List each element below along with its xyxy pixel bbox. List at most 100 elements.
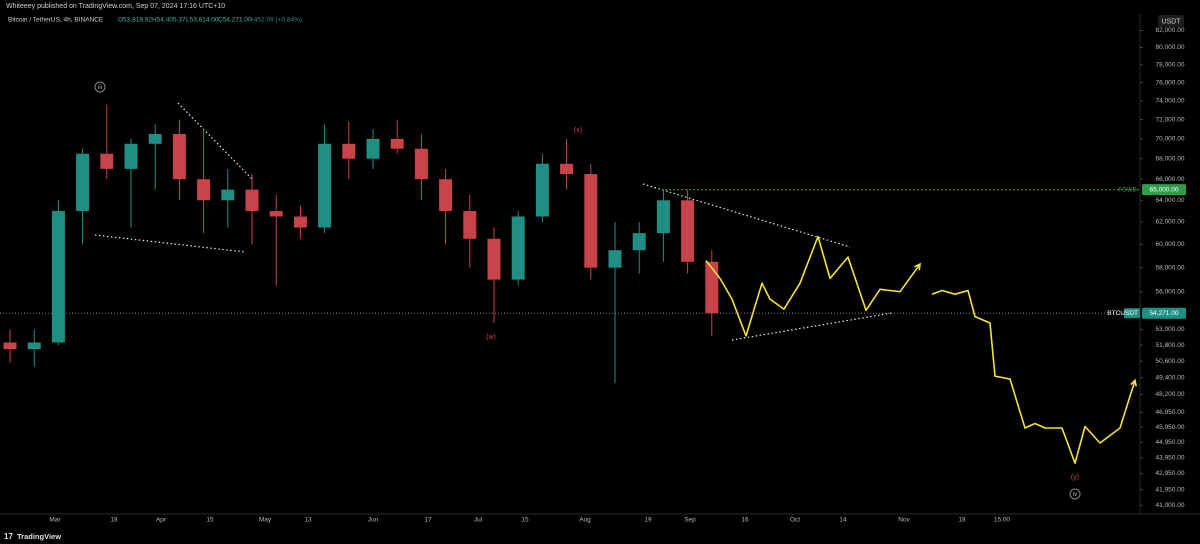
candle-body: [414, 148, 428, 180]
wave-label: (x): [574, 127, 582, 134]
trend-line: [642, 183, 851, 248]
candle-body: [124, 143, 138, 169]
x-tick-label: Nov: [898, 517, 910, 524]
ohlc-value: O53,818.92: [118, 17, 152, 24]
x-tick-label: Aug: [579, 517, 591, 524]
ohlc-value: H54,405.37: [152, 17, 186, 24]
y-tick-label: 64,000.00: [1156, 197, 1185, 204]
tag-bg: [1124, 308, 1140, 319]
candle-body: [3, 342, 17, 350]
y-tick-label: 60,000.00: [1156, 241, 1185, 248]
x-tick-label: 19: [644, 517, 652, 524]
y-tick-label: 51,800.00: [1156, 342, 1185, 349]
candle-body: [560, 163, 574, 175]
y-tick-label: 66,000.00: [1156, 176, 1185, 183]
price-tag-label: 65,000.00: [1150, 186, 1179, 193]
y-tick-label: 78,000.00: [1156, 61, 1185, 68]
y-tick-label: 80,000.00: [1156, 44, 1185, 51]
y-tick-label: 82,000.00: [1156, 27, 1185, 34]
candle-body: [439, 179, 453, 212]
x-tick-label: 18: [958, 517, 966, 524]
wave-label: iv: [1073, 492, 1077, 498]
candle-body: [342, 143, 356, 159]
x-tick-label: Mar: [49, 517, 61, 524]
y-tick-label: 56,000.00: [1156, 288, 1185, 295]
x-tick-label: Apr: [156, 517, 167, 524]
wave-circle: [94, 81, 106, 93]
y-tick-label: 76,000.00: [1156, 79, 1185, 86]
trend-lines: [94, 102, 893, 341]
ohlc-value: +452.09 (+0.84%): [250, 17, 302, 24]
price-tag: [1142, 184, 1186, 196]
y-tick-label: 50,600.00: [1156, 358, 1185, 365]
y-tick-label: 46,950.00: [1156, 409, 1185, 416]
x-tick-label: 14: [839, 517, 847, 524]
candle-body: [318, 143, 332, 228]
y-tick-label: 58,000.00: [1156, 264, 1185, 271]
x-tick-label: Jul: [474, 517, 483, 524]
y-tick-label: 41,000.00: [1156, 502, 1185, 509]
candle-body: [535, 163, 549, 217]
projection-arrow: [914, 262, 921, 271]
ohlc-value: L53,814.00: [186, 17, 219, 24]
candle-body: [27, 342, 41, 350]
candle-body: [366, 138, 380, 159]
candle-body: [148, 134, 162, 144]
trend-line: [731, 312, 893, 341]
candle-body: [608, 250, 622, 268]
trend-line: [94, 234, 246, 253]
candle-body: [632, 233, 646, 251]
y-tick-label: 41,950.00: [1156, 486, 1185, 493]
wave-label: (y): [1071, 474, 1079, 481]
wave-circle: [1069, 488, 1081, 500]
currency: USDT: [1161, 18, 1181, 25]
y-tick-label: 49,400.00: [1156, 374, 1185, 381]
y-tick-label: 44,950.00: [1156, 439, 1185, 446]
ohlc-value: C54,271.00: [218, 17, 252, 24]
ohlc-readout: O53,818.92 H54,405.37 L53,814.00 C54,271.00…: [118, 17, 302, 24]
candle-body: [76, 153, 90, 212]
price-tag-label: 54,271.00: [1150, 310, 1179, 317]
wave-label: iii: [98, 85, 102, 91]
y-tick-label: 74,000.00: [1156, 98, 1185, 105]
x-tick-label: 17: [424, 517, 432, 524]
candle-body: [463, 211, 477, 239]
y-tick-label: 72,000.00: [1156, 116, 1185, 123]
x-tick-label: Sep: [684, 517, 696, 524]
y-tick-label: 42,950.00: [1156, 470, 1185, 477]
logo-mark: 17: [4, 532, 13, 541]
projection-line: [931, 289, 1136, 464]
candle-body: [705, 261, 719, 314]
candle-body: [269, 211, 283, 217]
projection-line: [705, 235, 921, 337]
currency-badge: [1158, 15, 1184, 27]
y-tick-label: 43,950.00: [1156, 454, 1185, 461]
candle-body: [245, 189, 259, 212]
projection-arrow: [1130, 378, 1137, 387]
x-tick-label: 13: [304, 517, 312, 524]
candle-body: [656, 200, 670, 234]
wave-label: (w): [486, 334, 496, 341]
x-tick-label: 15: [206, 517, 214, 524]
level-name: FSWB: [1118, 186, 1137, 193]
footer-brand: TradingView: [17, 532, 61, 541]
x-tick-label: Jun: [368, 517, 379, 524]
y-tick-label: 70,000.00: [1156, 136, 1185, 143]
x-tick-label: 18: [110, 517, 118, 524]
candle-body: [584, 174, 598, 268]
y-tick-label: 62,000.00: [1156, 219, 1185, 226]
level-name: BTCUSDT: [1107, 310, 1138, 317]
candle-body: [197, 179, 211, 201]
candle-body: [293, 216, 307, 228]
y-tick-label: 68,000.00: [1156, 155, 1185, 162]
candle-body: [172, 134, 186, 180]
candle-body: [51, 211, 65, 343]
candle-body: [221, 189, 235, 201]
candle-body: [511, 216, 525, 280]
x-tick-label: 16: [741, 517, 749, 524]
y-tick-label: 48,200.00: [1156, 391, 1185, 398]
x-tick-label: 15:00: [994, 517, 1011, 524]
